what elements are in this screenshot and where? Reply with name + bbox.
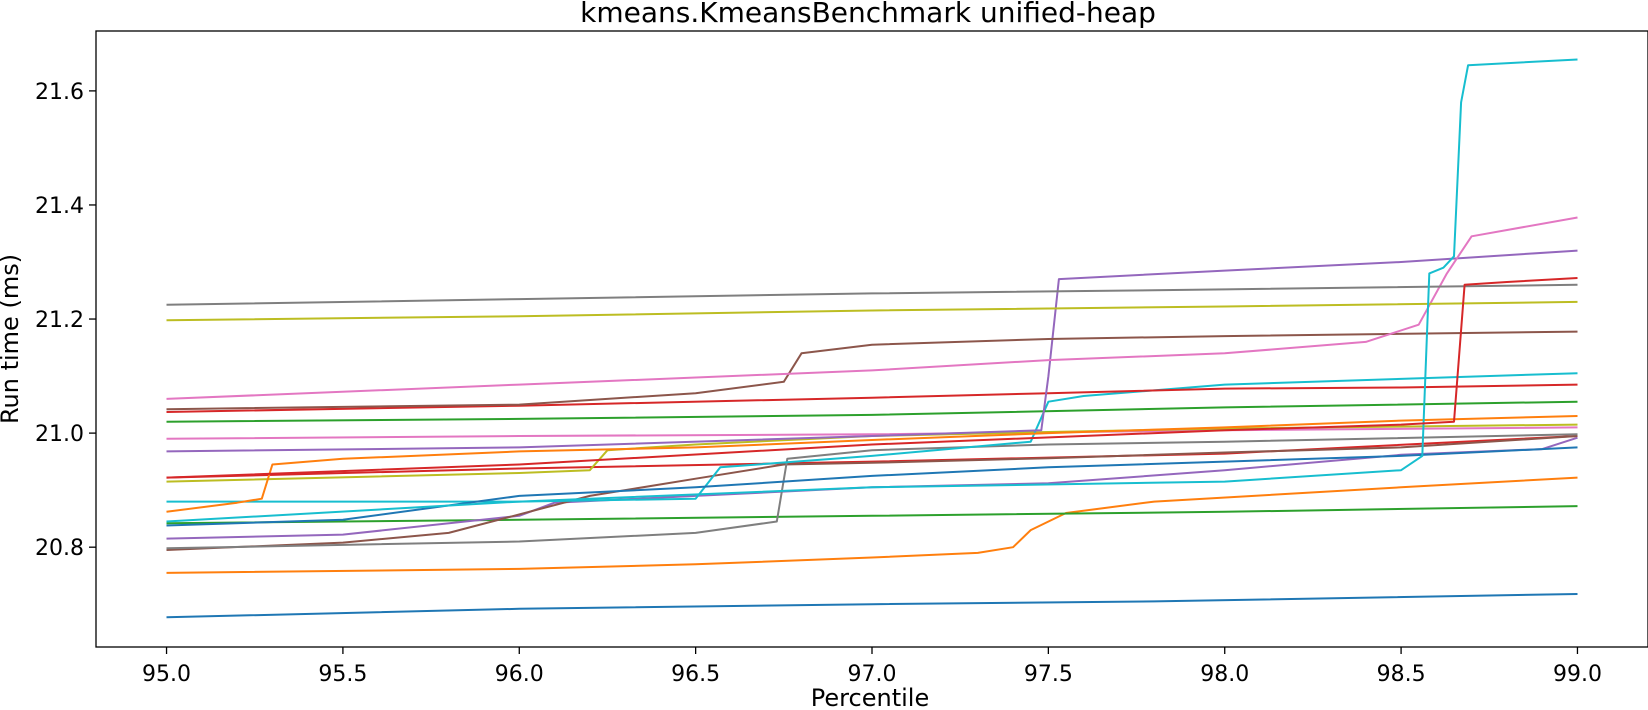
series-line-17 <box>166 216 1578 400</box>
series-line-8 <box>166 433 1578 550</box>
series-line-13 <box>166 400 1578 423</box>
series-line-4 <box>166 435 1578 479</box>
chart-title: kmeans.KmeansBenchmark unified-heap <box>580 0 1156 29</box>
series-line-19 <box>166 300 1578 322</box>
x-tick-label: 97.0 <box>848 662 897 687</box>
series-layer <box>166 58 1578 619</box>
series-line-21 <box>166 277 1578 479</box>
x-axis-ticks: 95.0 95.5 96.0 96.5 97.0 97.5 98.0 98.5 99.0 <box>142 647 1602 687</box>
x-tick-label: 95.5 <box>318 662 367 687</box>
y-tick-label: 21.0 <box>35 422 84 447</box>
series-line-18 <box>166 283 1578 306</box>
x-axis-label: Percentile <box>811 684 929 710</box>
x-tick-label: 98.0 <box>1200 662 1249 687</box>
y-tick-label: 21.4 <box>35 194 84 219</box>
series-line-12 <box>166 415 1578 513</box>
x-tick-label: 96.5 <box>671 662 720 687</box>
x-tick-label: 99.0 <box>1553 662 1602 687</box>
x-tick-label: 97.5 <box>1024 662 1073 687</box>
series-line-3 <box>166 505 1578 525</box>
y-tick-label: 21.2 <box>35 308 84 333</box>
series-line-11 <box>166 446 1578 527</box>
y-axis-label: Run time (ms) <box>0 254 24 424</box>
y-tick-label: 21.6 <box>35 80 84 105</box>
series-line-1 <box>166 593 1578 619</box>
series-line-16 <box>166 330 1578 411</box>
x-tick-label: 96.0 <box>495 662 544 687</box>
y-axis-ticks: 20.8 21.0 21.2 21.4 21.6 <box>35 80 96 561</box>
series-line-2 <box>166 476 1578 574</box>
series-line-6 <box>166 435 1578 551</box>
x-tick-label: 98.5 <box>1377 662 1426 687</box>
series-line-20 <box>166 58 1578 523</box>
x-tick-label: 95.0 <box>142 662 191 687</box>
series-line-14 <box>166 383 1578 413</box>
series-line-15 <box>166 249 1578 453</box>
series-line-7 <box>166 426 1578 440</box>
series-line-10 <box>166 372 1578 503</box>
y-tick-label: 20.8 <box>35 536 84 561</box>
plot-frame <box>95 30 1648 648</box>
